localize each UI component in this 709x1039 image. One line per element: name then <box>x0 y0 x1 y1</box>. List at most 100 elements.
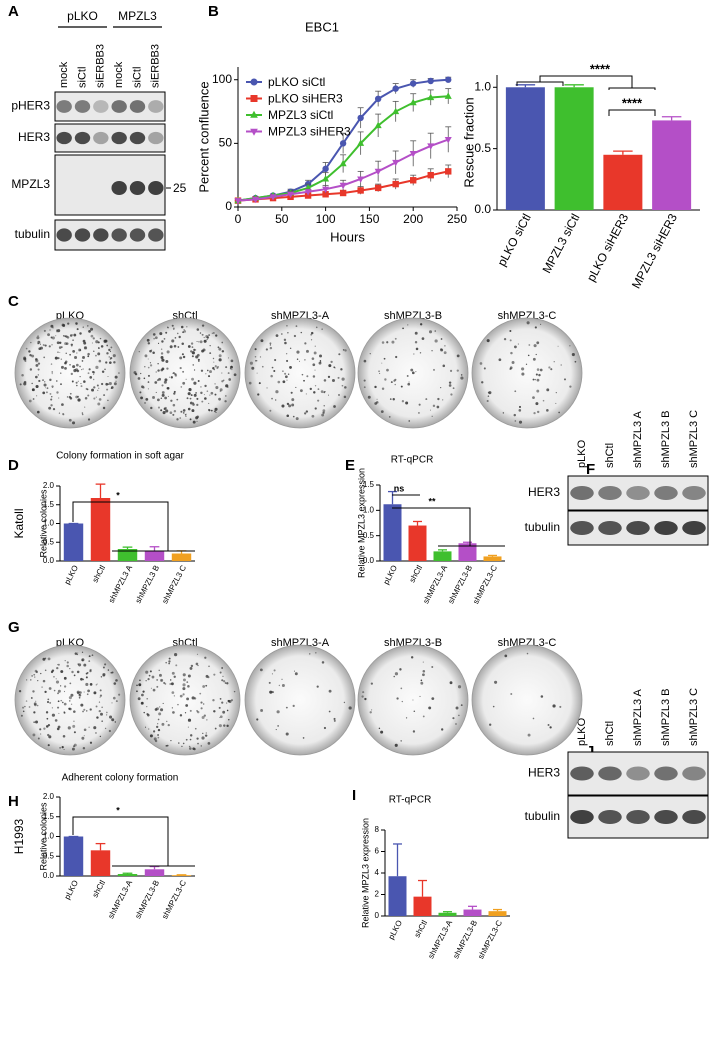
colony <box>37 368 40 371</box>
colony <box>113 361 116 364</box>
colony <box>212 357 215 360</box>
colony <box>533 344 537 348</box>
colony <box>179 694 183 698</box>
colony <box>431 697 435 700</box>
colony <box>296 350 300 354</box>
colony <box>137 697 141 701</box>
colony <box>285 353 288 355</box>
colony <box>173 675 176 678</box>
colony <box>422 669 426 673</box>
colony <box>555 402 557 405</box>
colony <box>87 418 91 421</box>
colony <box>408 420 411 422</box>
colony <box>58 397 60 399</box>
colony <box>147 342 151 345</box>
colony <box>381 362 383 364</box>
colony <box>384 378 387 381</box>
significance-bracket <box>608 87 656 90</box>
colony <box>503 337 507 341</box>
panel-label: A <box>8 3 19 20</box>
colony <box>509 339 512 342</box>
y-tick-label: 8 <box>375 825 380 834</box>
colony <box>146 697 149 700</box>
colony <box>363 379 366 382</box>
point <box>339 140 347 147</box>
colony <box>81 658 85 662</box>
colony <box>64 367 67 370</box>
colony <box>219 390 222 392</box>
colony <box>343 395 347 399</box>
colony <box>31 354 35 358</box>
colony <box>141 385 144 389</box>
well <box>14 644 126 756</box>
colony <box>75 363 79 367</box>
colony <box>230 365 233 368</box>
colony <box>61 746 64 748</box>
colony <box>30 341 32 344</box>
colony <box>50 670 54 674</box>
colony <box>388 416 391 418</box>
colony <box>201 333 204 336</box>
colony <box>534 326 537 329</box>
colony <box>96 716 99 719</box>
legend-label: pLKO siCtl <box>268 75 325 89</box>
colony <box>422 673 425 677</box>
colony <box>63 690 66 693</box>
colony <box>69 392 72 395</box>
colony <box>526 652 529 655</box>
colony <box>292 415 295 418</box>
colony <box>102 666 105 669</box>
colony <box>157 406 160 409</box>
colony <box>48 345 51 348</box>
colony <box>88 368 91 371</box>
colony <box>389 398 392 400</box>
band <box>129 131 146 145</box>
colony <box>170 376 173 379</box>
x-tick-label: 200 <box>403 212 423 226</box>
colony <box>203 394 205 396</box>
colony <box>227 386 229 388</box>
colony <box>206 338 208 341</box>
lane-label: mock <box>58 61 70 88</box>
colony <box>161 722 165 726</box>
colony <box>518 405 522 409</box>
colony <box>412 699 414 701</box>
colony <box>144 354 148 358</box>
band <box>74 100 91 113</box>
colony <box>31 675 33 677</box>
colony <box>108 348 111 352</box>
well <box>244 317 356 429</box>
colony <box>251 366 255 370</box>
bar <box>488 911 507 916</box>
colony <box>98 359 102 363</box>
colony <box>191 409 195 413</box>
significance-bracket <box>539 75 633 88</box>
colony <box>254 348 257 351</box>
colony <box>42 657 46 661</box>
point <box>374 95 382 103</box>
colony <box>50 404 53 407</box>
colony <box>306 375 309 378</box>
colony <box>219 716 221 719</box>
colony <box>167 326 169 329</box>
colony <box>569 345 571 347</box>
lane-label: siCtl <box>76 67 88 88</box>
point <box>427 171 434 179</box>
colony <box>205 732 207 734</box>
point <box>392 107 400 115</box>
colony <box>200 369 204 372</box>
blot-row <box>54 123 166 153</box>
colony <box>111 718 115 722</box>
lane-label: shMPZL3 A <box>632 410 644 468</box>
colony <box>571 352 575 357</box>
colony <box>218 347 222 351</box>
row-label: MPZL3 <box>11 177 50 191</box>
colony <box>421 337 425 340</box>
colony <box>173 409 177 413</box>
colony <box>207 742 211 745</box>
colony <box>69 363 71 366</box>
colony <box>71 670 74 674</box>
colony <box>34 375 38 379</box>
colony <box>43 329 46 332</box>
colony <box>448 384 452 387</box>
